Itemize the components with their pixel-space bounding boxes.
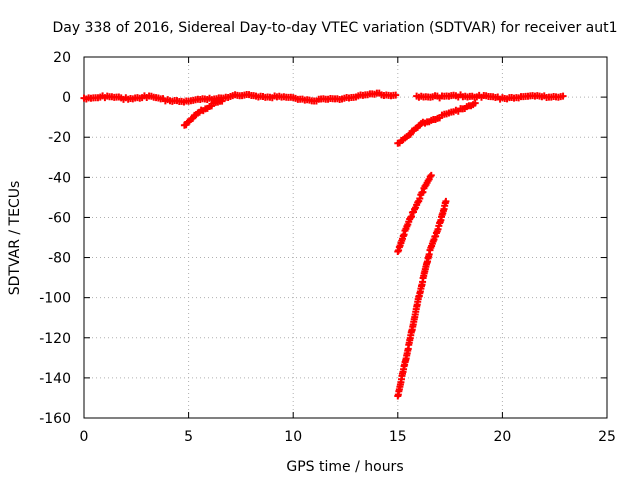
x-tick-label: 25 <box>598 429 616 445</box>
data-point <box>419 188 427 196</box>
x-axis-label: GPS time / hours <box>286 459 403 475</box>
data-series-3 <box>413 91 567 103</box>
x-tick-label: 10 <box>284 429 302 445</box>
x-tick-label: 20 <box>493 429 511 445</box>
axis-ticks <box>83 56 608 419</box>
y-axis-label: SDTVAR / TECUs <box>7 181 23 296</box>
data-series-1 <box>80 89 400 106</box>
x-tick-labels: 0 5 10 15 20 25 <box>80 429 616 445</box>
data-series-4 <box>394 99 479 147</box>
data-series-5 <box>394 171 435 256</box>
data-point <box>471 99 479 107</box>
data-point <box>416 195 424 203</box>
y-tick-label: 0 <box>62 90 71 106</box>
y-tick-labels: 20 0 -20 -40 -60 -80 -100 -120 -140 -160 <box>39 50 71 427</box>
y-tick-label: -20 <box>48 130 71 146</box>
y-tick-label: 20 <box>53 50 71 66</box>
data-series <box>80 89 567 400</box>
y-tick-label: -120 <box>39 331 71 347</box>
data-series-2 <box>180 97 226 129</box>
data-point <box>218 97 226 105</box>
data-point <box>426 173 434 181</box>
data-series-6 <box>394 197 450 400</box>
data-point <box>559 92 567 100</box>
data-point <box>442 197 450 205</box>
y-tick-label: -40 <box>48 170 71 186</box>
y-tick-label: -100 <box>39 291 71 307</box>
data-point <box>427 171 435 179</box>
x-tick-label: 5 <box>184 429 193 445</box>
y-tick-label: -60 <box>48 210 71 226</box>
chart-title: Day 338 of 2016, Sidereal Day-to-day VTE… <box>52 20 617 36</box>
x-tick-label: 15 <box>389 429 407 445</box>
y-tick-label: -140 <box>39 371 71 387</box>
grid-lines <box>84 57 607 418</box>
plot-frame <box>83 56 608 419</box>
y-tick-label: -80 <box>48 251 71 267</box>
data-point <box>392 91 400 99</box>
x-tick-label: 0 <box>80 429 89 445</box>
y-tick-label: -160 <box>39 411 71 427</box>
